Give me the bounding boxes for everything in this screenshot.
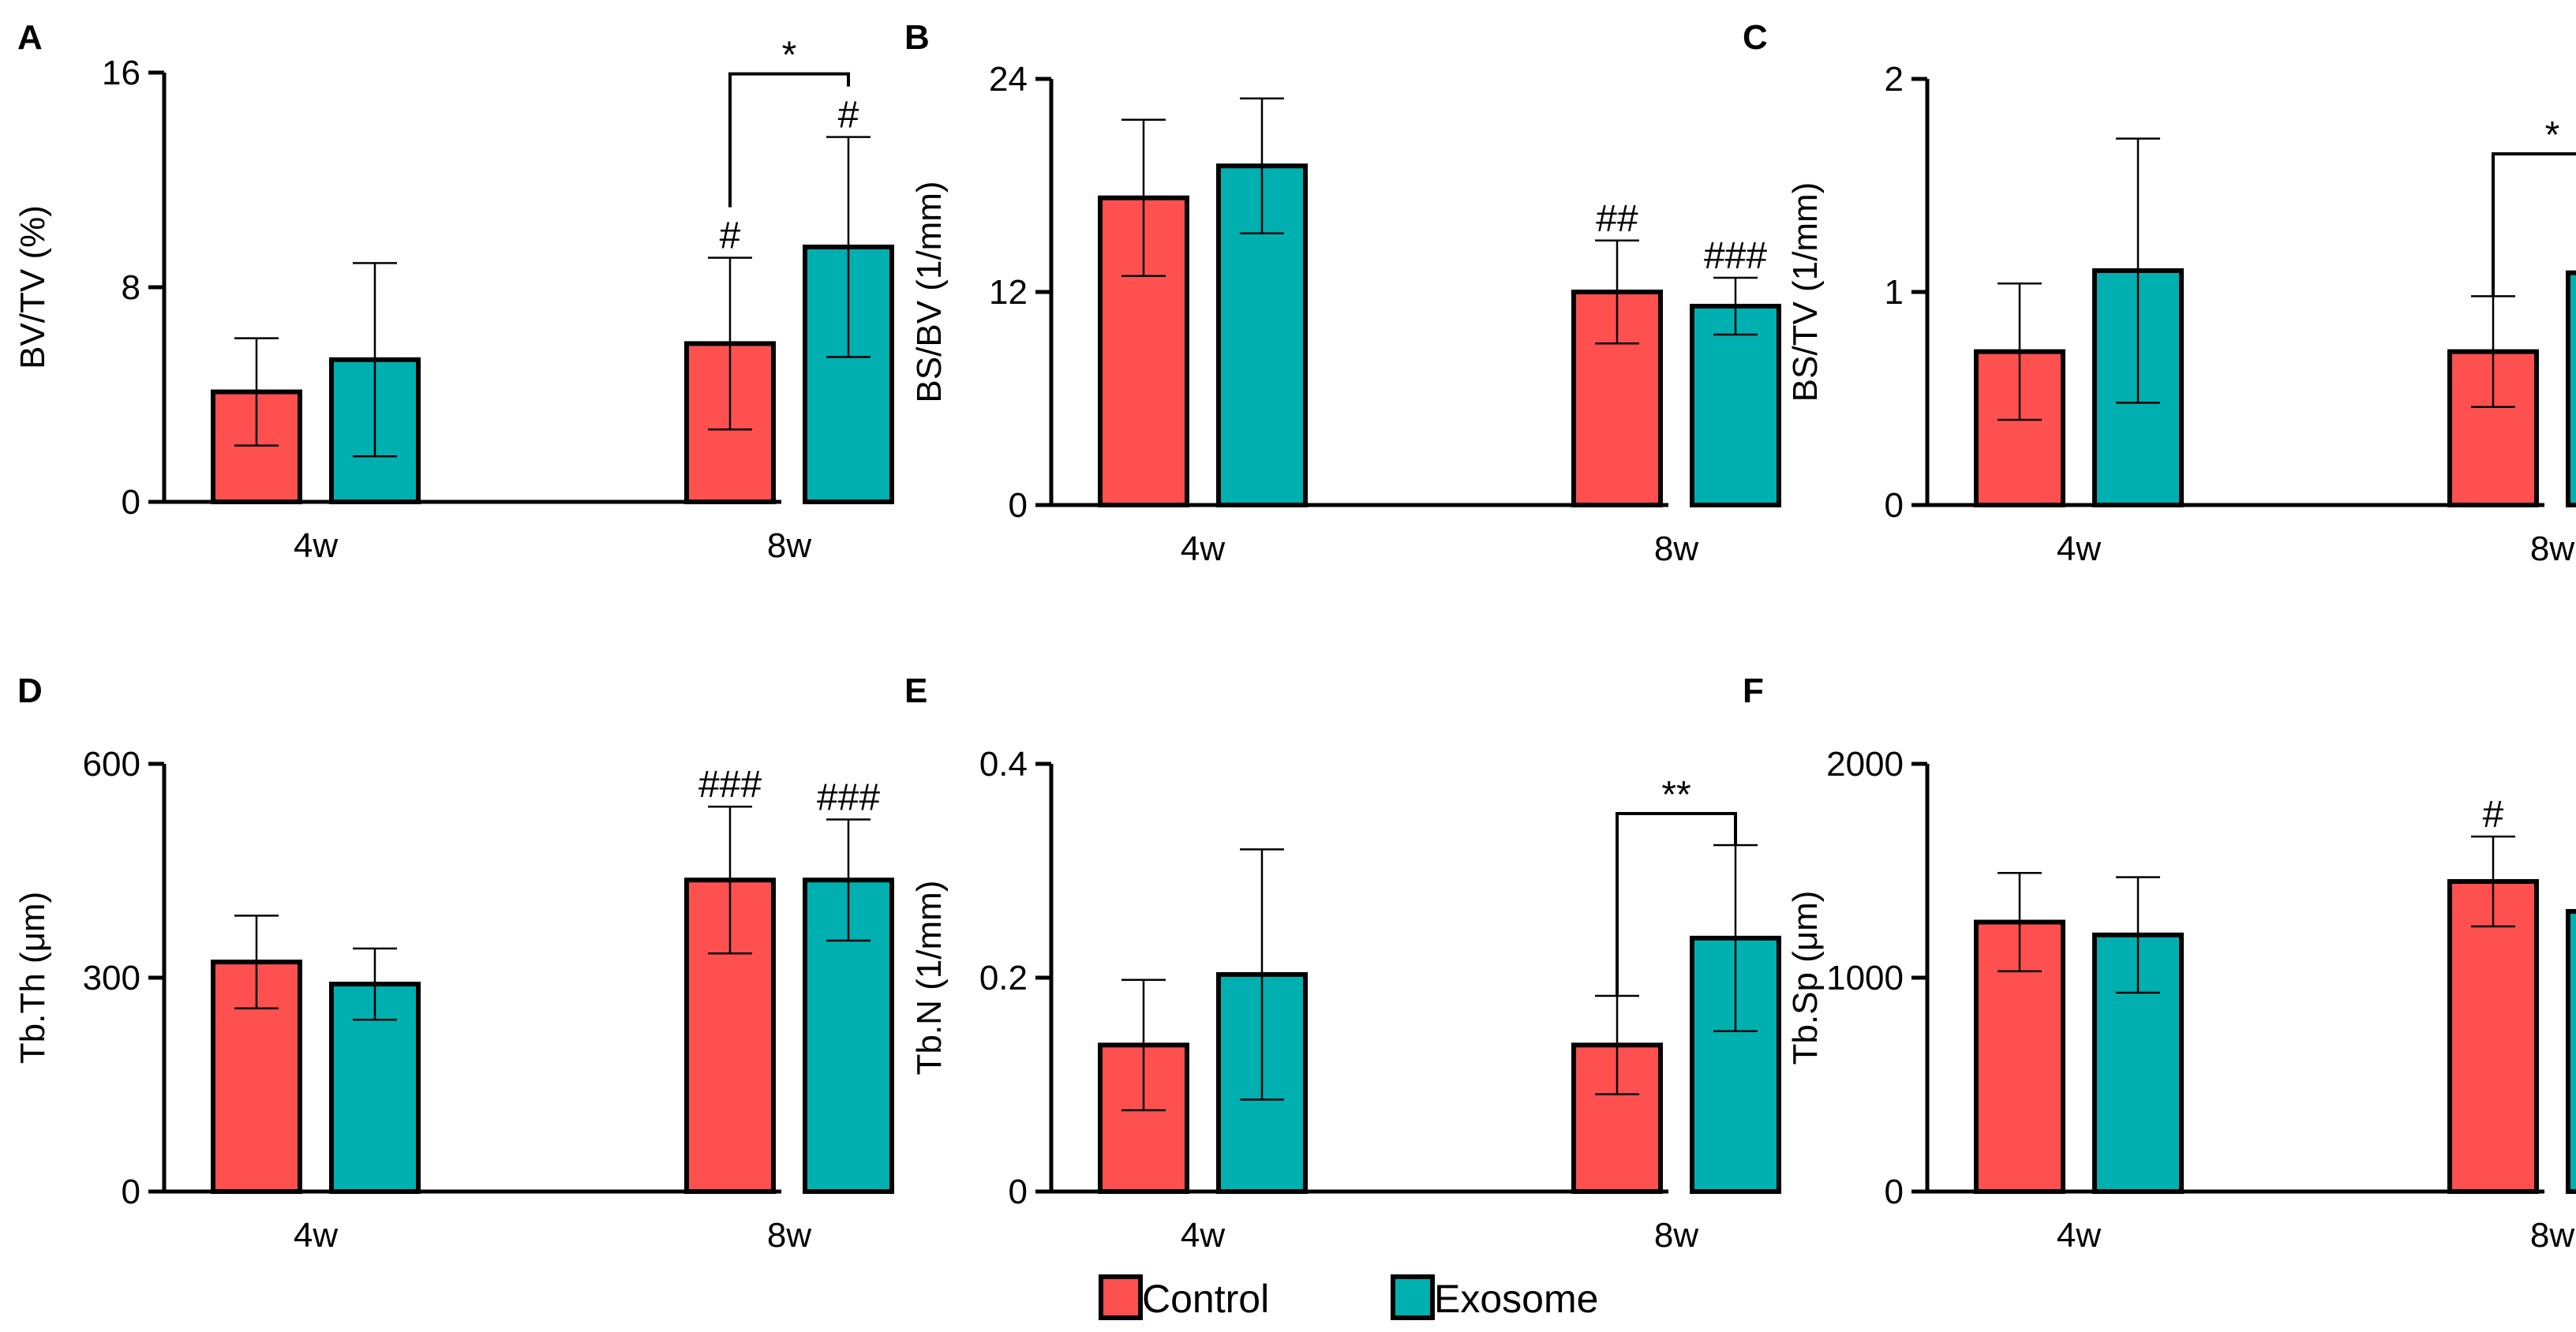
x-tick-label-8w: 8w [2530,1216,2574,1255]
significance-bracket [728,72,850,208]
y-axis-title: BS/BV (1/mm) [910,181,949,402]
y-tick-label: 0 [1009,486,1028,525]
legend-label-control: Control [1142,1277,1269,1321]
panel-letter-C: C [1743,18,1768,57]
significance-mark: ### [1704,235,1767,277]
y-tick-label: 1000 [1826,959,1904,997]
x-tick-label-4w: 4w [294,1216,338,1255]
bar-control-4w [1974,349,2065,507]
panel-letter-E: E [904,672,927,710]
y-tick-label: 600 [83,745,140,784]
significance-mark: ### [817,776,880,818]
bar-control-8w [2447,349,2539,507]
panel-letter-D: D [17,672,43,710]
bar-exosome-8w [2566,270,2576,507]
y-tick-label: 1 [1885,273,1904,312]
x-tick-label-4w: 4w [1181,529,1225,568]
y-tick-label: 12 [989,273,1028,312]
bar-control-8w [1571,290,1663,507]
significance-bracket [1616,811,1737,997]
significance-mark: # [838,95,859,137]
y-tick-label: 0 [1885,1173,1904,1211]
x-tick-label-8w: 8w [1654,529,1698,568]
y-axis-title: BS/TV (1/mm) [1786,182,1825,402]
bar-exosome-8w [1690,304,1781,507]
y-axis-title: Tb.Th (μm) [13,892,52,1064]
chart-legend: Control Exosome [1099,1274,1598,1321]
y-tick-label: 0 [1009,1173,1028,1211]
panel-letter-B: B [904,18,930,57]
y-tick-label: 300 [83,959,140,997]
y-axis-title: Tb.Sp (μm) [1786,891,1825,1065]
bar-exosome-8w [2566,908,2576,1194]
y-tick-label: 0.2 [979,959,1028,997]
significance-mark: # [2483,794,2504,836]
significance-star: ** [1661,774,1690,816]
y-tick-label: 0 [122,483,140,522]
y-tick-label: 0.4 [979,745,1028,784]
x-tick-label-8w: 8w [767,1216,811,1255]
x-tick-label-8w: 8w [767,526,811,565]
significance-star: * [782,35,797,77]
bar-control-8w [1571,1042,1663,1194]
y-tick-label: 0 [1885,486,1904,525]
panel-letter-F: F [1743,672,1764,710]
y-axis-title: Tb.N (1/mm) [910,881,949,1076]
legend-swatch-exosome [1391,1274,1435,1320]
legend-swatch-control [1099,1274,1143,1320]
significance-mark: ## [1596,198,1638,240]
panel-letter-A: A [17,18,43,57]
y-tick-label: 24 [989,60,1028,99]
x-tick-label-8w: 8w [2530,529,2574,568]
y-tick-label: 2000 [1826,745,1904,784]
x-tick-label-4w: 4w [2057,529,2101,568]
y-tick-label: 2 [1885,60,1904,99]
y-axis-title: BV/TV (%) [13,205,52,369]
significance-bracket [2492,152,2576,297]
x-tick-label-4w: 4w [2057,1216,2101,1255]
significance-mark: ### [698,764,762,806]
x-tick-label-4w: 4w [294,526,338,565]
significance-mark: # [720,215,741,257]
y-tick-label: 0 [122,1173,140,1211]
x-tick-label-4w: 4w [1181,1216,1225,1255]
bar-control-8w [2447,879,2539,1195]
y-tick-label: 16 [102,54,140,92]
legend-label-exosome: Exosome [1434,1277,1598,1321]
x-tick-label-8w: 8w [1654,1216,1698,1255]
significance-star: * [2545,114,2560,156]
y-tick-label: 8 [122,268,140,307]
